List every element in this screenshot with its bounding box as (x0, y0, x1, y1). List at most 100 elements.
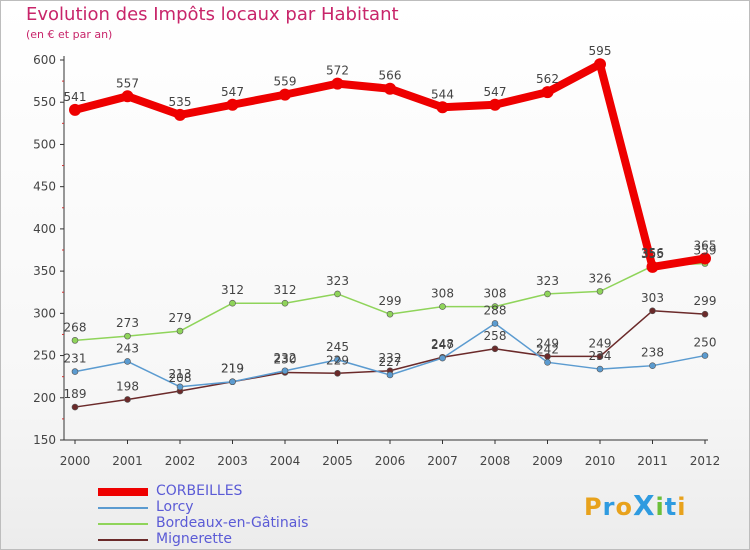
legend-swatch-mignerette (98, 539, 148, 541)
data-label: 219 (221, 362, 244, 376)
legend-item-mignerette: Mignerette (98, 531, 398, 548)
legend-label-bordeaux: Bordeaux-en-Gâtinais (156, 515, 309, 531)
data-label: 572 (326, 64, 349, 78)
data-label: 288 (484, 303, 507, 317)
data-point (281, 367, 289, 375)
data-point (386, 310, 394, 318)
legend-label-mignerette: Mignerette (156, 531, 232, 547)
chart-subtitle: (en € et par an) (26, 28, 113, 41)
legend: CORBEILLES Lorcy Bordeaux-en-Gâtinais Mi… (98, 483, 398, 548)
data-label: 230 (274, 352, 297, 366)
data-label: 595 (589, 44, 612, 58)
data-label: 219 (221, 362, 244, 376)
legend-label-lorcy: Lorcy (156, 499, 194, 515)
data-point (174, 108, 186, 121)
data-point (541, 86, 554, 99)
legend-swatch-corbeilles (98, 488, 148, 496)
legend-item-bordeaux: Bordeaux-en-Gâtinais (98, 515, 398, 532)
data-point (491, 345, 499, 353)
y-tick-label: 550 (33, 95, 56, 109)
data-label: 308 (484, 287, 507, 301)
data-point (544, 359, 551, 366)
data-point (649, 307, 656, 315)
data-point (124, 396, 131, 403)
data-point (596, 288, 604, 295)
data-label: 250 (694, 336, 717, 350)
data-label: 562 (536, 72, 559, 86)
y-tick-label: 350 (33, 264, 56, 278)
data-point (594, 58, 606, 71)
logo-letter: i (655, 493, 665, 521)
data-label: 308 (431, 287, 454, 301)
x-tick-label: 2001 (112, 454, 143, 468)
data-label: 213 (169, 367, 192, 381)
data-label: 326 (589, 271, 612, 285)
x-tick-label: 2008 (480, 454, 511, 468)
data-point (69, 103, 81, 116)
x-tick-label: 2005 (322, 454, 353, 468)
data-point (281, 299, 289, 307)
data-label: 323 (536, 274, 559, 288)
y-tick-label: 200 (33, 391, 56, 405)
data-label: 356 (641, 246, 664, 260)
data-label: 559 (274, 75, 297, 89)
data-label: 231 (64, 352, 87, 366)
y-tick-label: 150 (33, 433, 56, 447)
data-label: 247 (431, 338, 454, 352)
data-label: 273 (116, 316, 139, 330)
legend-swatch-bordeaux (98, 523, 148, 525)
data-point (226, 98, 239, 111)
data-label: 198 (116, 379, 139, 393)
logo-letter: t (664, 493, 678, 521)
data-point (279, 88, 291, 101)
x-tick-label: 2002 (165, 454, 196, 468)
data-label: 245 (326, 340, 349, 354)
x-tick-label: 2000 (60, 454, 91, 468)
logo-letter: P (584, 493, 603, 521)
data-label: 238 (641, 346, 664, 360)
data-point (596, 353, 604, 360)
data-point (699, 252, 711, 265)
data-point (334, 290, 341, 298)
y-tick-label: 300 (33, 306, 56, 320)
data-point (701, 352, 709, 359)
logo-letter: i (677, 493, 687, 521)
data-label: 557 (116, 76, 139, 90)
legend-item-corbeilles: CORBEILLES (98, 483, 398, 500)
data-label: 232 (379, 351, 402, 365)
data-label: 355 (641, 247, 664, 261)
data-point (649, 362, 656, 369)
x-tick-label: 2011 (637, 454, 668, 468)
data-point (176, 327, 184, 335)
data-point (489, 98, 501, 111)
data-label: 547 (484, 85, 507, 99)
data-point (121, 90, 134, 103)
data-label: 248 (431, 337, 454, 351)
data-point (334, 356, 341, 364)
data-label: 299 (379, 294, 402, 308)
y-tick-label: 250 (33, 349, 56, 363)
data-label: 365 (694, 238, 717, 252)
y-tick-label: 450 (33, 180, 56, 194)
data-point (71, 403, 79, 411)
data-label: 279 (169, 311, 192, 325)
data-label: 303 (641, 291, 664, 305)
logo-letter: X (632, 489, 656, 522)
data-label: 323 (326, 274, 349, 288)
x-tick-label: 2012 (690, 454, 721, 468)
data-point (334, 369, 341, 377)
legend-item-lorcy: Lorcy (98, 499, 398, 516)
data-point (646, 260, 659, 273)
x-tick-label: 2009 (532, 454, 563, 468)
data-label: 312 (221, 283, 244, 297)
data-label: 242 (536, 342, 559, 356)
data-point (176, 383, 184, 391)
data-point (386, 371, 394, 379)
data-label: 208 (169, 371, 192, 385)
data-label: 249 (536, 336, 559, 350)
data-point (544, 290, 551, 298)
data-label: 249 (589, 336, 612, 350)
data-point (71, 337, 79, 344)
y-tick-label: 500 (33, 137, 56, 151)
